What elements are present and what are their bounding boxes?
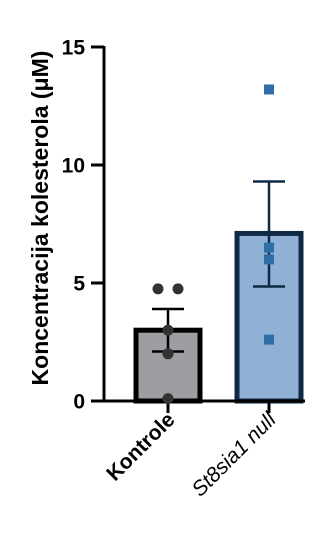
x-tick-label-st8sia1-null: St8sia1 null: [187, 407, 281, 501]
data-point-st8sia1-null-3: [264, 254, 274, 265]
y-tick-label-0: 0: [73, 391, 85, 414]
data-point-st8sia1-null-4: [264, 334, 274, 345]
y-tick-label-15: 15: [62, 37, 86, 60]
axes-layer: [91, 45, 305, 413]
y-tick-label-5: 5: [73, 273, 85, 296]
error-bars-layer: [152, 180, 285, 353]
data-point-kontrole-4: [162, 348, 174, 360]
data-point-kontrole-3: [162, 324, 174, 336]
data-point-st8sia1-null-1: [264, 84, 274, 95]
bars-layer: [133, 230, 304, 404]
data-points-layer: [152, 84, 274, 405]
data-point-st8sia1-null-2: [264, 242, 274, 253]
y-tick-label-10: 10: [62, 155, 85, 178]
data-point-kontrole-5: [162, 393, 174, 405]
data-point-kontrole-1: [152, 283, 164, 295]
y-axis-label: Koncentracija kolesterola (μM): [27, 51, 53, 386]
x-tick-label-kontrole: Kontrole: [102, 408, 179, 485]
data-point-kontrole-2: [172, 283, 184, 295]
